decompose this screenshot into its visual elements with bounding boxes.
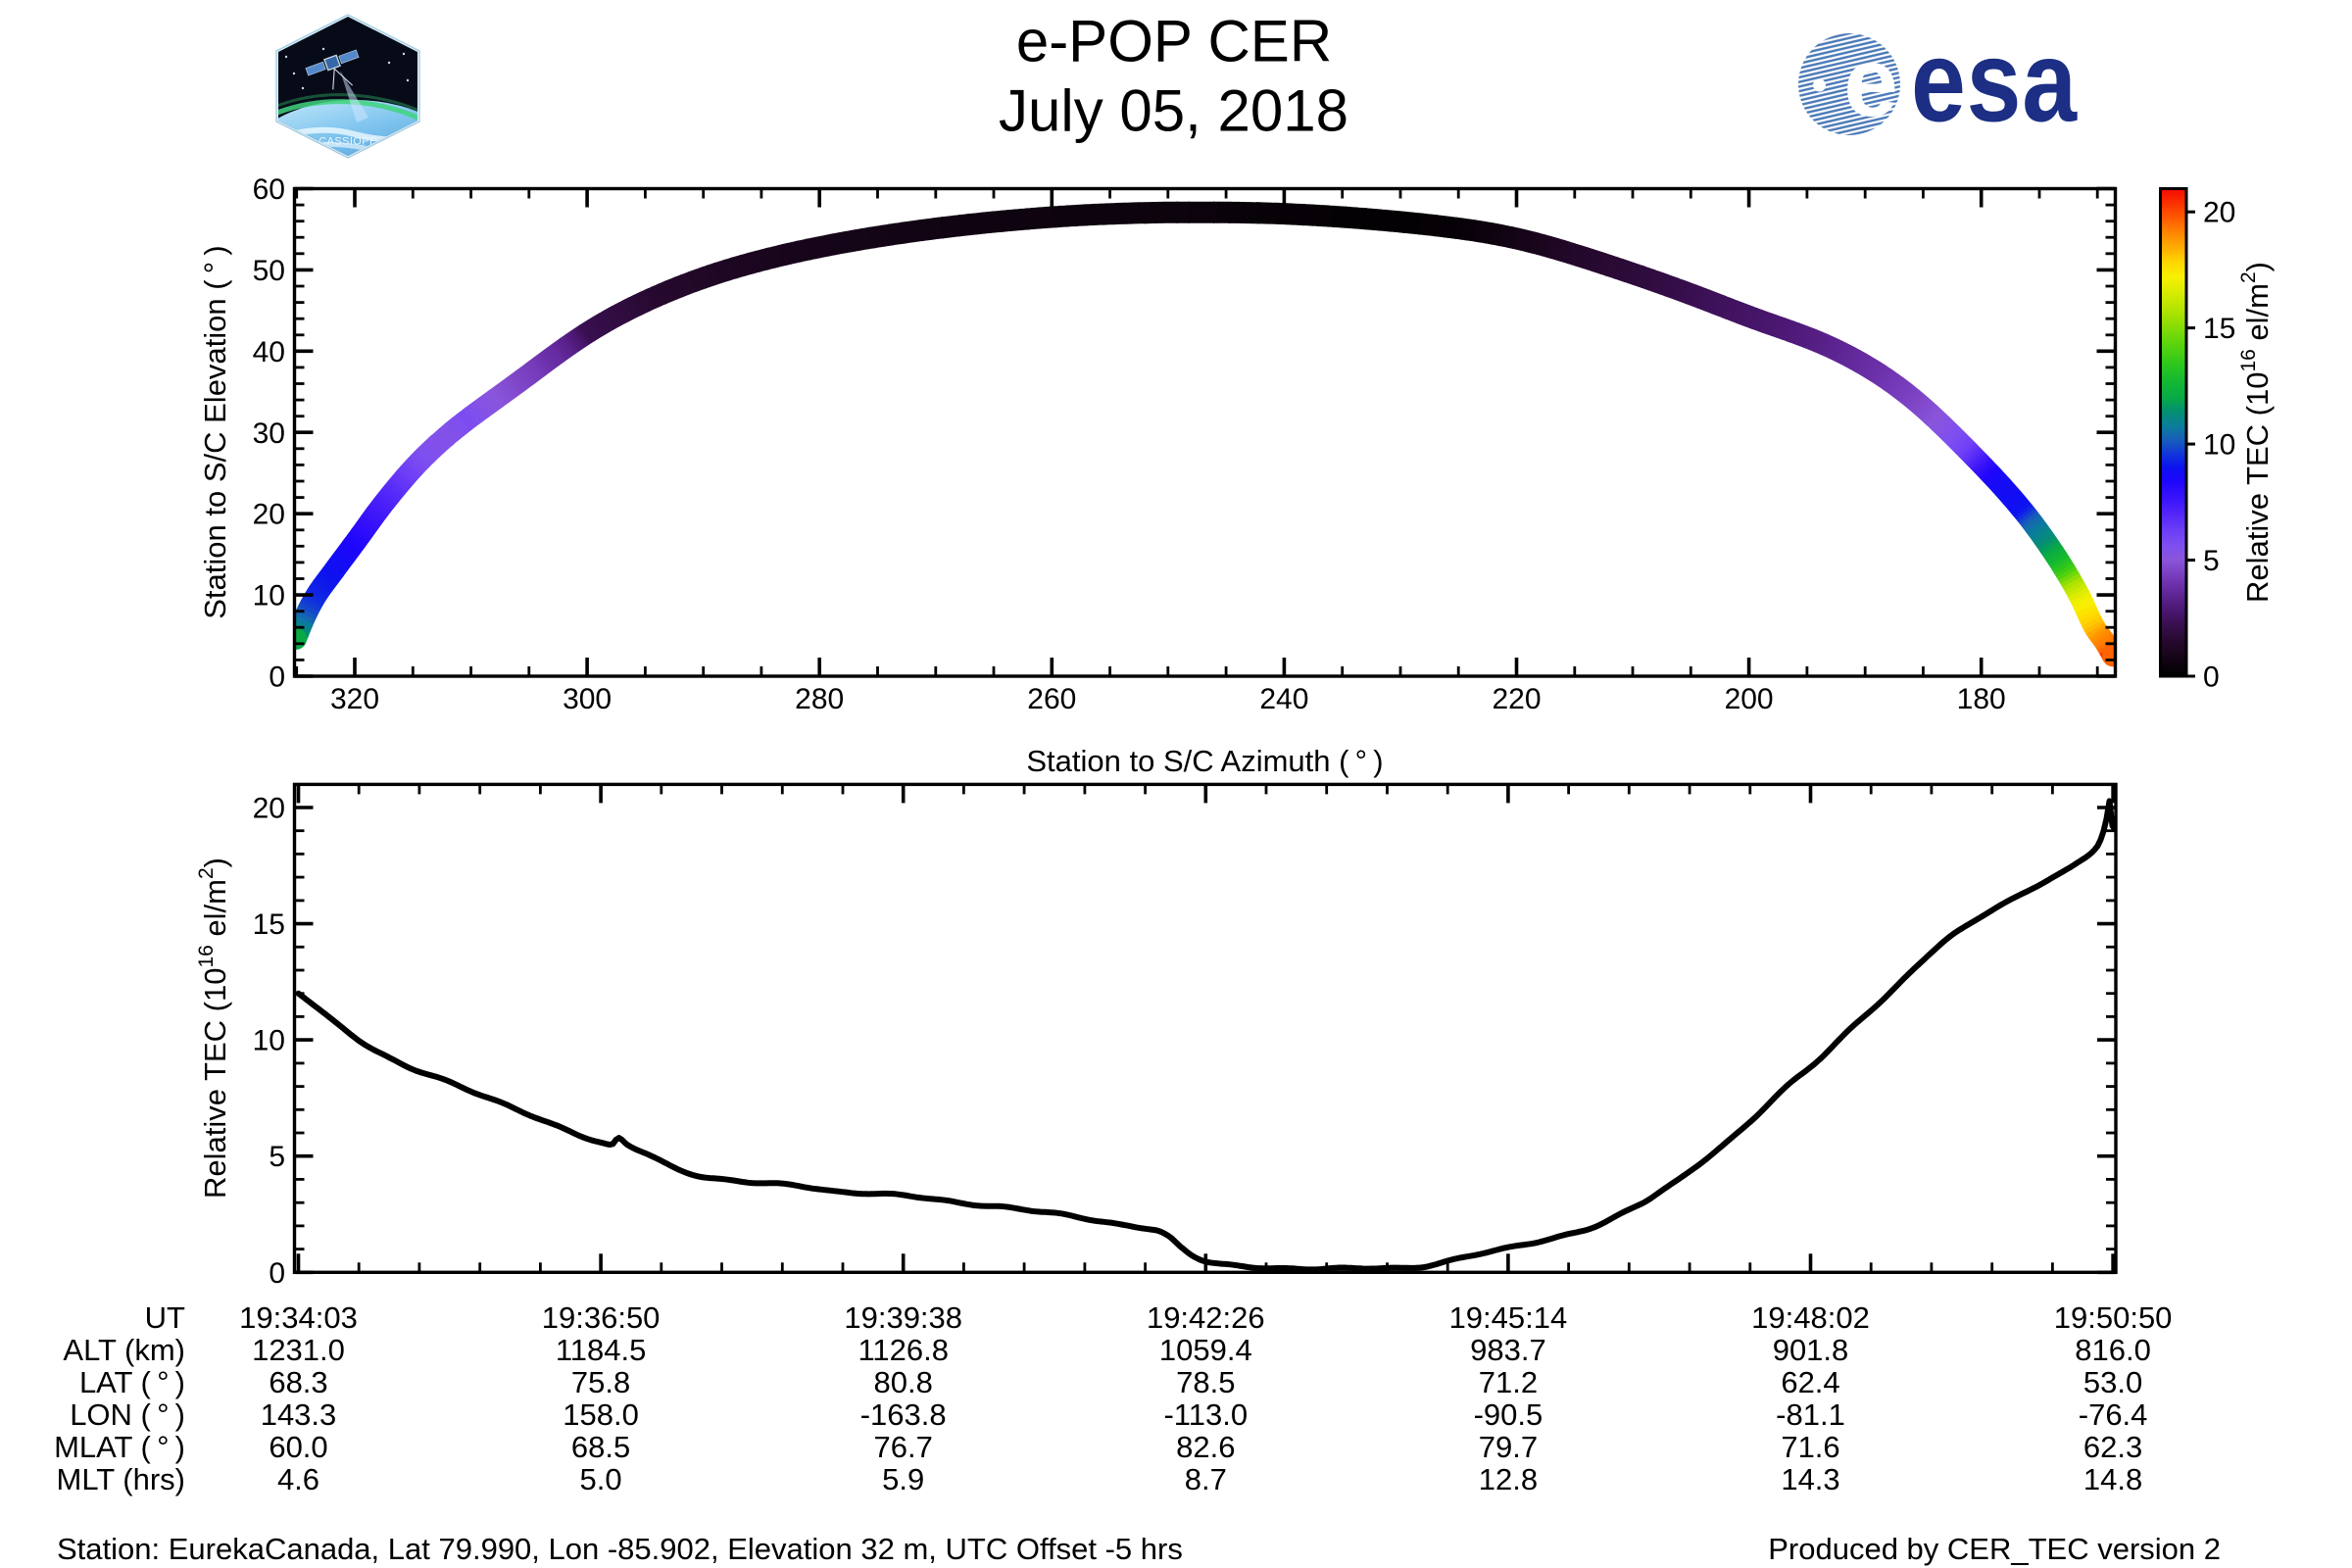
svg-text:e-POP CER: e-POP CER <box>1016 9 1332 74</box>
svg-text:-81.1: -81.1 <box>1776 1397 1845 1432</box>
svg-text:Station: EurekaCanada, Lat 79.: Station: EurekaCanada, Lat 79.990, Lon -… <box>57 1532 1183 1566</box>
svg-text:5: 5 <box>2203 545 2220 577</box>
svg-text:19:34:03: 19:34:03 <box>239 1300 358 1335</box>
svg-text:79.7: 79.7 <box>1479 1430 1538 1464</box>
svg-text:78.5: 78.5 <box>1176 1365 1235 1399</box>
svg-text:-90.5: -90.5 <box>1474 1397 1544 1432</box>
svg-text:300: 300 <box>563 683 612 715</box>
svg-text:UT: UT <box>145 1300 185 1335</box>
svg-text:CASSIOPE: CASSIOPE <box>318 136 376 148</box>
svg-text:14.3: 14.3 <box>1781 1462 1839 1496</box>
svg-text:Produced by CER_TEC version 2: Produced by CER_TEC version 2 <box>1768 1532 2221 1566</box>
svg-text:60.0: 60.0 <box>269 1430 327 1464</box>
svg-text:esa: esa <box>1911 18 2078 146</box>
svg-text:158.0: 158.0 <box>563 1397 639 1432</box>
svg-text:816.0: 816.0 <box>2075 1333 2151 1367</box>
svg-text:Station to S/C Azimuth ( ° ): Station to S/C Azimuth ( ° ) <box>1026 744 1383 778</box>
svg-text:71.6: 71.6 <box>1781 1430 1839 1464</box>
svg-text:983.7: 983.7 <box>1470 1333 1546 1367</box>
svg-text:5.9: 5.9 <box>882 1462 924 1496</box>
svg-text:Station to S/C Elevation ( ° ): Station to S/C Elevation ( ° ) <box>198 245 232 618</box>
svg-text:0: 0 <box>269 662 285 694</box>
svg-text:60: 60 <box>253 173 285 206</box>
svg-text:1184.5: 1184.5 <box>556 1333 647 1367</box>
svg-text:901.8: 901.8 <box>1773 1333 1849 1367</box>
svg-text:8.7: 8.7 <box>1185 1462 1227 1496</box>
svg-text:40: 40 <box>253 336 285 368</box>
svg-text:-163.8: -163.8 <box>860 1397 947 1432</box>
svg-text:15: 15 <box>253 908 285 941</box>
svg-text:4.6: 4.6 <box>277 1462 319 1496</box>
svg-text:62.3: 62.3 <box>2083 1430 2142 1464</box>
svg-text:20: 20 <box>253 793 285 825</box>
svg-text:LON ( ° ): LON ( ° ) <box>70 1397 185 1432</box>
svg-text:0: 0 <box>2203 662 2220 694</box>
svg-text:71.2: 71.2 <box>1479 1365 1538 1399</box>
svg-text:12.8: 12.8 <box>1479 1462 1538 1496</box>
svg-text:LAT ( ° ): LAT ( ° ) <box>79 1365 185 1399</box>
svg-text:19:42:26: 19:42:26 <box>1147 1300 1265 1335</box>
svg-text:19:45:14: 19:45:14 <box>1449 1300 1568 1335</box>
svg-text:Relative TEC (1016 el/m2): Relative TEC (1016 el/m2) <box>2237 262 2275 603</box>
svg-text:5: 5 <box>269 1141 285 1173</box>
svg-text:-113.0: -113.0 <box>1163 1397 1248 1432</box>
svg-text:280: 280 <box>795 683 844 715</box>
svg-text:July 05, 2018: July 05, 2018 <box>999 78 1348 144</box>
svg-text:19:48:02: 19:48:02 <box>1751 1300 1870 1335</box>
svg-text:200: 200 <box>1725 683 1774 715</box>
svg-text:53.0: 53.0 <box>2083 1365 2142 1399</box>
svg-text:ALT (km): ALT (km) <box>63 1333 185 1367</box>
svg-text:MLAT ( ° ): MLAT ( ° ) <box>54 1430 185 1464</box>
svg-text:180: 180 <box>1957 683 2006 715</box>
svg-text:260: 260 <box>1027 683 1076 715</box>
svg-text:1126.8: 1126.8 <box>858 1333 949 1367</box>
svg-text:82.6: 82.6 <box>1176 1430 1235 1464</box>
svg-text:19:50:50: 19:50:50 <box>2054 1300 2173 1335</box>
svg-text:-76.4: -76.4 <box>2079 1397 2148 1432</box>
svg-text:80.8: 80.8 <box>874 1365 933 1399</box>
svg-text:75.8: 75.8 <box>571 1365 630 1399</box>
svg-text:68.3: 68.3 <box>269 1365 327 1399</box>
svg-text:10: 10 <box>253 1025 285 1057</box>
svg-text:1059.4: 1059.4 <box>1159 1333 1252 1367</box>
svg-text:320: 320 <box>330 683 379 715</box>
svg-text:240: 240 <box>1259 683 1308 715</box>
svg-text:220: 220 <box>1492 683 1541 715</box>
svg-text:30: 30 <box>253 417 285 450</box>
svg-text:0: 0 <box>269 1257 285 1290</box>
svg-text:50: 50 <box>253 255 285 287</box>
svg-text:15: 15 <box>2203 313 2235 345</box>
svg-text:19:36:50: 19:36:50 <box>542 1300 661 1335</box>
svg-text:68.5: 68.5 <box>571 1430 630 1464</box>
svg-text:19:39:38: 19:39:38 <box>844 1300 962 1335</box>
svg-text:MLT (hrs): MLT (hrs) <box>57 1462 185 1496</box>
svg-text:1231.0: 1231.0 <box>252 1333 345 1367</box>
svg-text:20: 20 <box>253 499 285 531</box>
svg-text:Relative TEC (1016 el/m2): Relative TEC (1016 el/m2) <box>195 858 232 1199</box>
svg-text:14.8: 14.8 <box>2083 1462 2142 1496</box>
svg-text:10: 10 <box>2203 429 2235 462</box>
svg-text:76.7: 76.7 <box>874 1430 933 1464</box>
svg-text:62.4: 62.4 <box>1781 1365 1839 1399</box>
svg-text:10: 10 <box>253 580 285 612</box>
svg-text:20: 20 <box>2203 197 2235 229</box>
svg-text:e: e <box>1843 27 1898 137</box>
svg-text:143.3: 143.3 <box>261 1397 337 1432</box>
svg-text:5.0: 5.0 <box>580 1462 622 1496</box>
